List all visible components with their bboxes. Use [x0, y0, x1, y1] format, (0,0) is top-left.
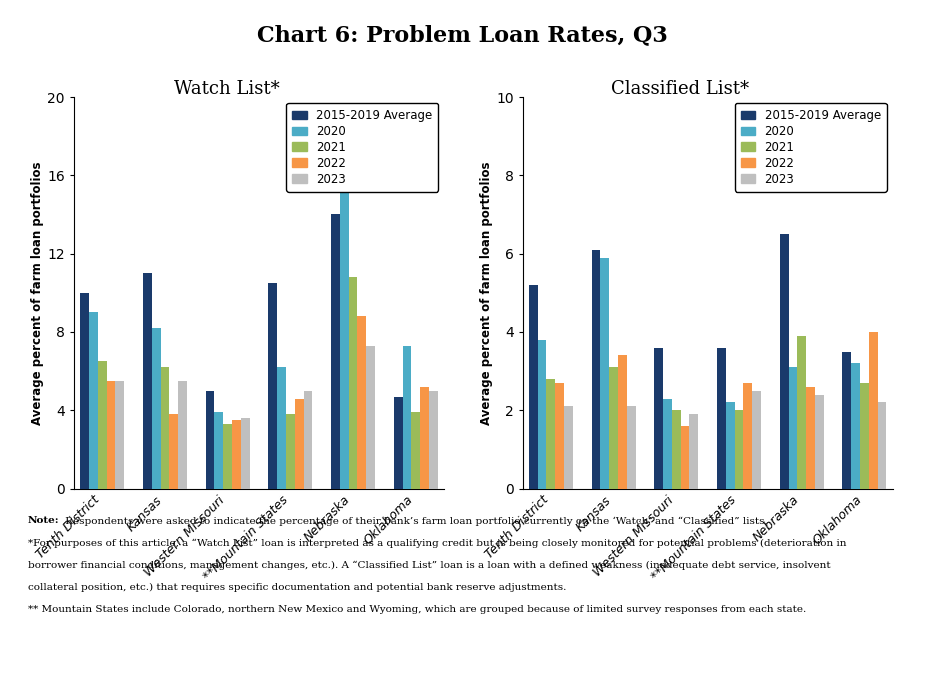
Bar [555, 383, 564, 489]
Bar [878, 403, 886, 489]
Bar [169, 414, 179, 489]
Text: Watch List*: Watch List* [174, 80, 279, 98]
Y-axis label: Average percent of farm loan portfolios: Average percent of farm loan portfolios [31, 161, 44, 425]
Legend: 2015-2019 Average, 2020, 2021, 2022, 2023: 2015-2019 Average, 2020, 2021, 2022, 202… [735, 103, 887, 191]
Bar [240, 418, 250, 489]
Bar [843, 351, 851, 489]
Bar [80, 292, 89, 489]
Text: ** Mountain States include Colorado, northern New Mexico and Wyoming, which are : ** Mountain States include Colorado, nor… [28, 605, 806, 614]
Bar [663, 398, 672, 489]
Bar [717, 348, 726, 489]
Bar [610, 367, 618, 489]
Bar [349, 277, 357, 489]
Bar [98, 361, 106, 489]
Bar [529, 285, 537, 489]
Bar [215, 412, 223, 489]
Bar [788, 367, 797, 489]
Bar [592, 249, 600, 489]
Bar [537, 340, 547, 489]
Bar [366, 346, 375, 489]
Bar [394, 396, 402, 489]
Bar [780, 234, 788, 489]
Bar [726, 403, 734, 489]
Bar [286, 414, 295, 489]
Text: Chart 6: Problem Loan Rates, Q3: Chart 6: Problem Loan Rates, Q3 [257, 24, 668, 46]
Text: Respondents were asked to indicate the percentage of their bank’s farm loan port: Respondents were asked to indicate the p… [62, 516, 768, 525]
Bar [672, 410, 681, 489]
Bar [654, 348, 663, 489]
Bar [851, 363, 860, 489]
Bar [143, 273, 152, 489]
Text: *For purposes of this article, a “Watch List” loan is interpreted as a qualifyin: *For purposes of this article, a “Watch … [28, 538, 846, 547]
Bar [547, 379, 555, 489]
Y-axis label: Average percent of farm loan portfolios: Average percent of farm loan portfolios [480, 161, 493, 425]
Legend: 2015-2019 Average, 2020, 2021, 2022, 2023: 2015-2019 Average, 2020, 2021, 2022, 202… [287, 103, 438, 191]
Bar [627, 406, 635, 489]
Text: Classified List*: Classified List* [610, 80, 749, 98]
Bar [303, 391, 313, 489]
Bar [331, 215, 339, 489]
Bar [339, 179, 349, 489]
Bar [357, 316, 366, 489]
Bar [89, 313, 98, 489]
Bar [744, 383, 752, 489]
Bar [869, 332, 878, 489]
Bar [278, 367, 286, 489]
Bar [797, 336, 806, 489]
Bar [752, 391, 761, 489]
Bar [429, 391, 438, 489]
Bar [412, 412, 420, 489]
Bar [295, 398, 303, 489]
Bar [179, 381, 187, 489]
Bar [618, 356, 627, 489]
Bar [106, 381, 116, 489]
Bar [600, 258, 610, 489]
Bar [420, 387, 429, 489]
Bar [806, 387, 815, 489]
Text: collateral position, etc.) that requires specific documentation and potential ba: collateral position, etc.) that requires… [28, 583, 566, 592]
Bar [232, 420, 241, 489]
Bar [689, 414, 698, 489]
Text: borrower financial conditions, management changes, etc.). A “Classified List” lo: borrower financial conditions, managemen… [28, 561, 831, 570]
Bar [205, 391, 215, 489]
Bar [815, 394, 823, 489]
Bar [116, 381, 124, 489]
Bar [564, 406, 573, 489]
Bar [681, 426, 689, 489]
Bar [152, 328, 161, 489]
Bar [268, 283, 278, 489]
Text: Note:: Note: [28, 516, 59, 525]
Bar [161, 367, 169, 489]
Bar [734, 410, 744, 489]
Bar [402, 346, 412, 489]
Bar [860, 383, 869, 489]
Bar [223, 424, 232, 489]
